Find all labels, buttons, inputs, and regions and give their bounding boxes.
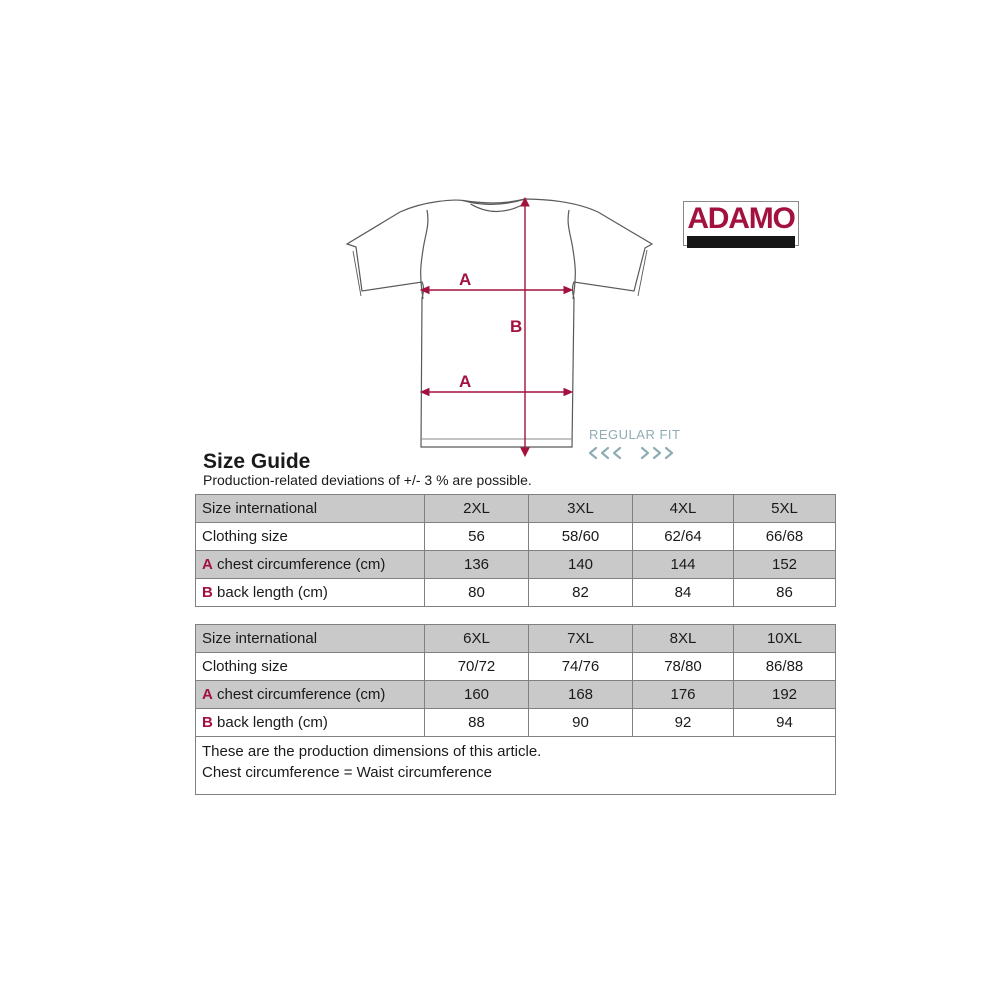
svg-text:B: B xyxy=(510,317,522,336)
svg-text:A: A xyxy=(459,372,471,391)
svg-text:REGULAR FIT: REGULAR FIT xyxy=(589,427,680,442)
svg-text:A: A xyxy=(459,270,471,289)
